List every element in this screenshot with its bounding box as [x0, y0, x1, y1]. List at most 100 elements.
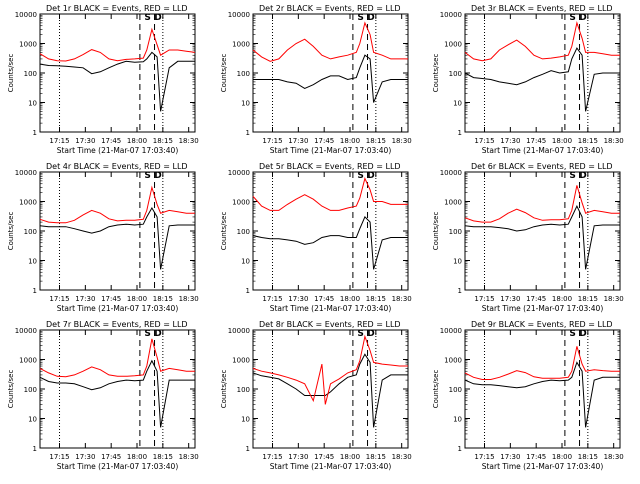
series-line-lld: [39, 338, 195, 378]
y-tick-label: 100: [237, 386, 250, 394]
panel-title: Det 5r BLACK = Events, RED = LLD: [259, 162, 401, 171]
x-tick-label: 17:30: [500, 295, 520, 303]
x-tick-label: 17:15: [49, 295, 69, 303]
y-tick-label: 1000: [19, 41, 37, 49]
panel-title: Det 1r BLACK = Events, RED = LLD: [46, 4, 188, 13]
x-tick-label: 18:15: [153, 137, 173, 145]
x-tick-label: 17:45: [526, 137, 546, 145]
panel-title: Det 4r BLACK = Events, RED = LLD: [46, 162, 188, 171]
x-tick-label: 17:15: [474, 295, 494, 303]
plot-frame: [252, 13, 409, 133]
y-axis-label: Counts/sec: [432, 370, 440, 409]
x-tick-label: 18:30: [392, 137, 412, 145]
x-tick-label: 18:30: [392, 295, 412, 303]
panel-title: Det 3r BLACK = Events, RED = LLD: [471, 4, 613, 13]
x-tick-label: 18:30: [179, 295, 199, 303]
y-tick-label: 10: [241, 416, 250, 424]
y-tick-label: 10000: [228, 327, 250, 335]
series-line-events: [464, 47, 620, 112]
series-line-lld: [464, 346, 620, 380]
y-tick-label: 10: [241, 100, 250, 108]
x-axis-label: Start Time (21-Mar-07 17:03:40): [57, 304, 179, 313]
y-tick-label: 1000: [19, 199, 37, 207]
x-tick-label: 17:15: [262, 295, 282, 303]
marker-d: D: [367, 171, 374, 181]
marker-s: S: [357, 329, 363, 339]
panel-title: Det 9r BLACK = Events, RED = LLD: [471, 320, 613, 329]
marker-s: S: [144, 329, 150, 339]
panel-2: Det 2r BLACK = Events, RED = LLD 1 10 100 10…: [220, 4, 412, 155]
x-tick-label: 18:00: [127, 453, 147, 461]
series-line-lld: [39, 185, 195, 224]
y-tick-label: 1: [33, 445, 37, 453]
x-tick-label: 18:15: [578, 137, 598, 145]
y-tick-label: 10000: [440, 11, 462, 19]
panel-5: Det 5r BLACK = Events, RED = LLD 1 10 100 10…: [220, 162, 412, 313]
plot-frame: [252, 171, 409, 291]
series-line-lld: [39, 27, 196, 62]
y-tick-label: 10000: [15, 169, 37, 177]
y-tick-label: 1000: [232, 41, 250, 49]
y-tick-label: 10000: [15, 11, 37, 19]
marker-d: D: [154, 329, 161, 339]
y-tick-label: 10: [241, 258, 250, 266]
y-tick-label: 10: [28, 258, 37, 266]
y-tick-label: 1000: [232, 357, 250, 365]
y-axis-label: Counts/sec: [7, 54, 15, 93]
x-tick-label: 18:15: [366, 453, 386, 461]
series-line-events: [39, 359, 195, 428]
x-tick-label: 17:45: [314, 453, 334, 461]
x-tick-label: 17:45: [101, 137, 121, 145]
x-tick-label: 18:15: [366, 137, 386, 145]
series-line-events: [464, 204, 620, 270]
y-tick-label: 100: [237, 228, 250, 236]
x-tick-label: 17:15: [262, 453, 282, 461]
x-axis-label: Start Time (21-Mar-07 17:03:40): [482, 462, 604, 471]
x-tick-label: 17:30: [288, 295, 308, 303]
marker-s: S: [569, 171, 575, 181]
x-tick-label: 17:30: [288, 453, 308, 461]
y-axis-label: Counts/sec: [220, 54, 228, 93]
marker-d: D: [579, 13, 586, 23]
series-line-lld: [464, 21, 620, 62]
x-axis-label: Start Time (21-Mar-07 17:03:40): [482, 304, 604, 313]
x-tick-label: 17:30: [75, 295, 95, 303]
marker-d: D: [579, 329, 586, 339]
series-line-events: [252, 216, 408, 270]
x-axis-label: Start Time (21-Mar-07 17:03:40): [482, 146, 604, 155]
y-tick-label: 1000: [19, 357, 37, 365]
marker-s: S: [569, 13, 575, 23]
y-tick-label: 1: [458, 287, 462, 295]
x-tick-label: 18:00: [127, 137, 147, 145]
marker-s: S: [357, 171, 363, 181]
panel-9: Det 9r BLACK = Events, RED = LLD 1 10 100 10…: [432, 320, 624, 471]
series-line-events: [253, 54, 408, 103]
x-tick-label: 17:45: [314, 137, 334, 145]
x-axis-label: Start Time (21-Mar-07 17:03:40): [57, 146, 179, 155]
y-tick-label: 1000: [444, 199, 462, 207]
x-tick-label: 17:15: [474, 137, 494, 145]
x-tick-label: 17:15: [49, 137, 69, 145]
x-axis-label: Start Time (21-Mar-07 17:03:40): [270, 462, 392, 471]
series-line-events: [39, 207, 195, 270]
y-tick-label: 1000: [232, 199, 250, 207]
y-tick-label: 1000: [444, 41, 462, 49]
x-tick-label: 18:30: [179, 453, 199, 461]
x-tick-label: 17:45: [314, 295, 334, 303]
y-tick-label: 10: [453, 100, 462, 108]
x-tick-label: 18:00: [340, 295, 360, 303]
y-tick-label: 100: [237, 70, 250, 78]
x-tick-label: 18:00: [127, 295, 147, 303]
panel-title: Det 2r BLACK = Events, RED = LLD: [259, 4, 401, 13]
x-tick-label: 17:30: [75, 137, 95, 145]
x-tick-label: 18:30: [604, 453, 624, 461]
plot-frame: [39, 13, 196, 133]
x-tick-label: 18:15: [153, 295, 173, 303]
marker-d: D: [579, 171, 586, 181]
plot-frame: [464, 171, 621, 291]
y-tick-label: 100: [449, 70, 462, 78]
y-tick-label: 100: [24, 386, 37, 394]
y-axis-label: Counts/sec: [220, 212, 228, 251]
y-tick-label: 10000: [440, 169, 462, 177]
